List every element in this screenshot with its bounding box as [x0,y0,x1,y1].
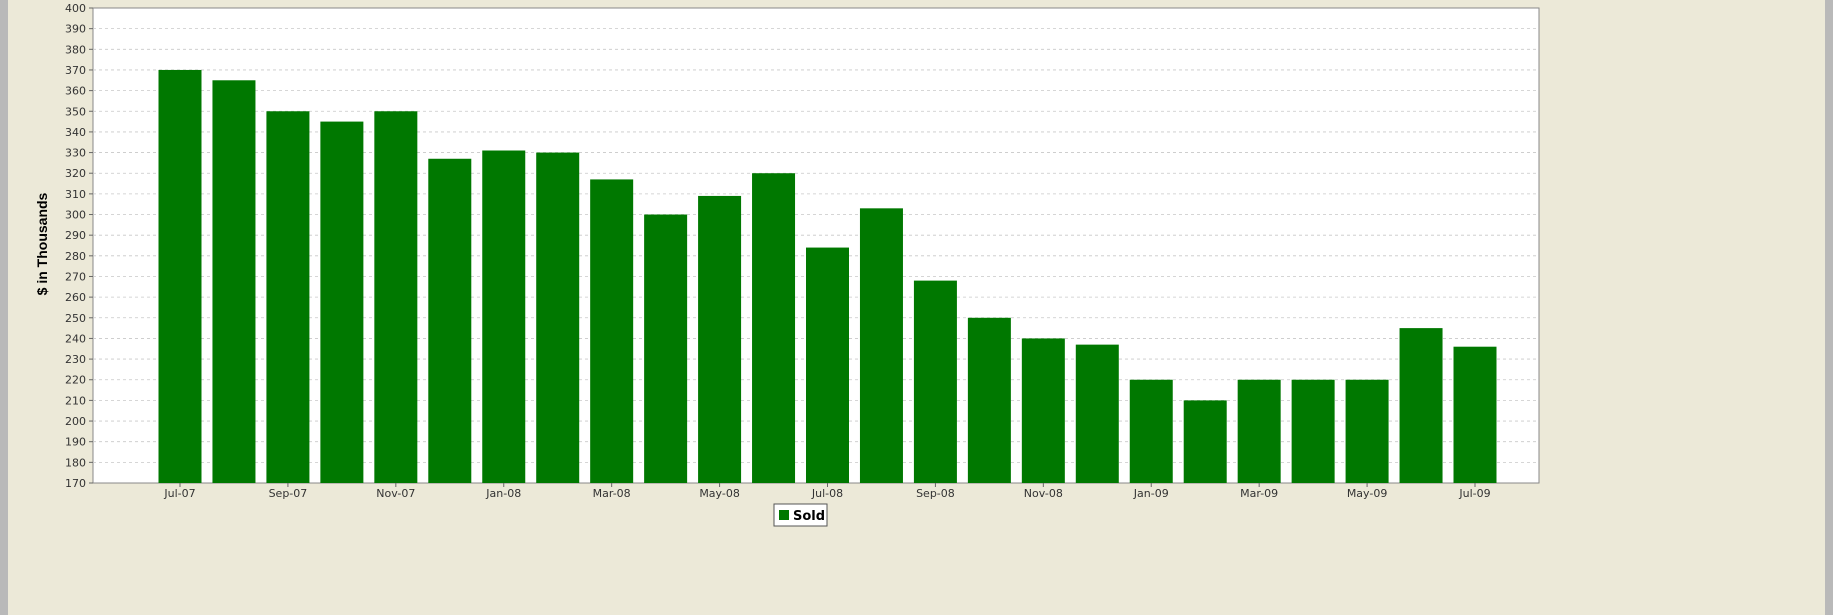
chart: 170 180 190 200 210 220 230 240 250 260 270 280 290 3… [34,2,1540,527]
y-axis-label: $ in Thousands [34,192,50,295]
y-tick-label: 290 [65,229,86,242]
bar-jul-07 [158,69,202,484]
bar-aug-08 [859,208,903,483]
x-tick-label: Nov-07 [376,487,415,500]
y-tick-label: 310 [65,188,86,201]
x-tick-label: May-09 [1347,487,1388,500]
bar-jun-09 [1399,328,1443,483]
bar-mar-08 [590,179,634,484]
bar-jul-09 [1453,346,1497,483]
y-tick-label: 340 [65,126,86,139]
y-tick-label: 370 [65,64,86,77]
x-tick-label: Mar-08 [593,487,631,500]
bar-may-09 [1345,379,1389,483]
bar-sep-07 [266,111,310,484]
y-tick-label: 350 [65,105,86,118]
y-tick-label: 190 [65,436,86,449]
bar-dec-08 [1075,344,1119,483]
bar-apr-09 [1291,379,1335,483]
x-tick-label: May-08 [699,487,740,500]
bar-nov-08 [1021,338,1065,483]
bar-jun-08 [752,173,796,483]
y-tick-label: 270 [65,270,86,283]
bar-nov-07 [374,111,418,484]
y-tick-label: 200 [65,415,86,428]
bar-jan-08 [482,150,526,483]
bar-oct-07 [320,121,364,483]
y-axis-ticks: 170 180 190 200 210 220 230 240 250 260 270 280 290 3… [65,2,93,490]
x-tick-label: Jan-09 [1133,487,1169,500]
y-tick-label: 260 [65,291,86,304]
y-tick-label: 390 [65,23,86,36]
y-tick-label: 330 [65,147,86,160]
y-tick-label: 280 [65,250,86,263]
x-tick-label: Jul-09 [1458,487,1490,500]
x-tick-label: Jan-08 [485,487,521,500]
y-tick-label: 360 [65,85,86,98]
x-tick-label: Sep-08 [916,487,955,500]
y-tick-label: 210 [65,394,86,407]
y-tick-label: 220 [65,374,86,387]
x-tick-label: Jul-07 [163,487,195,500]
y-tick-label: 170 [65,477,86,490]
x-tick-label: Sep-07 [269,487,308,500]
bar-may-08 [698,195,742,483]
y-tick-label: 380 [65,43,86,56]
bar-dec-07 [428,158,472,483]
x-tick-label: Jul-08 [811,487,843,500]
y-tick-label: 400 [65,2,86,15]
bar-jan-09 [1129,379,1173,483]
x-tick-label: Nov-08 [1024,487,1063,500]
legend-box [773,503,828,527]
bars [158,69,1497,484]
y-tick-label: 300 [65,209,86,222]
bar-apr-08 [644,214,688,484]
y-tick-label: 240 [65,332,86,345]
y-tick-label: 180 [65,456,86,469]
bar-jul-08 [806,247,849,483]
y-tick-label: 320 [65,167,86,180]
bar-feb-08 [536,152,580,483]
bar-sep-08 [913,280,957,483]
x-axis-ticks: Jul-07 Sep-07 Nov-07 Jan-08 Mar-08 May-08 Jul-… [163,483,1491,500]
y-tick-label: 250 [65,312,86,325]
legend-swatch-sold [779,510,789,520]
bar-feb-09 [1183,400,1227,483]
y-tick-label: 230 [65,353,86,366]
bar-aug-07 [212,80,256,484]
legend-label-sold: Sold [793,509,825,524]
bar-mar-09 [1237,379,1281,483]
bar-oct-08 [967,317,1011,483]
chart-frame: 170 180 190 200 210 220 230 240 250 260 270 280 290 3… [8,0,1825,615]
x-tick-label: Mar-09 [1240,487,1278,500]
legend: Sold [773,503,828,527]
